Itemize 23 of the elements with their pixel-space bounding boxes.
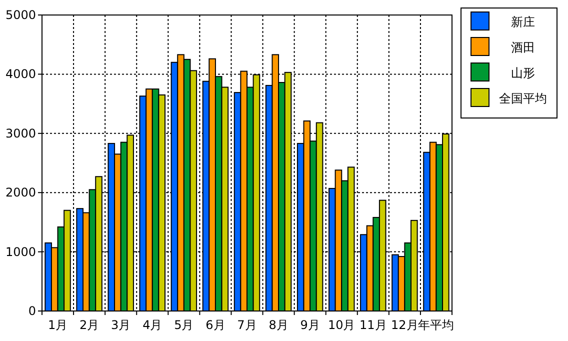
x-tick-label: 7月 bbox=[237, 318, 257, 332]
x-tick-label: 4月 bbox=[142, 318, 162, 332]
x-tick-label: 5月 bbox=[174, 318, 194, 332]
x-tick-label: 12月 bbox=[391, 318, 418, 332]
x-tick-label: 8月 bbox=[268, 318, 288, 332]
x-tick-label: 9月 bbox=[300, 318, 320, 332]
x-tick-label: 10月 bbox=[328, 318, 356, 332]
legend-label: 山形 bbox=[511, 66, 535, 80]
x-tick-label: 11月 bbox=[360, 318, 387, 332]
x-tick-label: 年平均 bbox=[418, 318, 454, 332]
x-tick-label: 1月 bbox=[48, 318, 68, 332]
y-tick-label: 2000 bbox=[5, 186, 36, 200]
legend-label: 酒田 bbox=[511, 40, 535, 54]
y-tick-label: 3000 bbox=[5, 126, 36, 140]
legend-label: 新庄 bbox=[511, 15, 535, 29]
y-tick-label: 1000 bbox=[5, 244, 36, 259]
x-tick-label: 2月 bbox=[79, 318, 100, 332]
y-tick-label: 4000 bbox=[5, 67, 36, 82]
x-tick-label: 3月 bbox=[111, 318, 131, 332]
y-tick-label: 0 bbox=[28, 304, 36, 318]
y-tick-label: 5000 bbox=[5, 8, 36, 22]
legend-label: 全国平均 bbox=[499, 92, 547, 106]
x-tick-label: 6月 bbox=[206, 318, 226, 332]
